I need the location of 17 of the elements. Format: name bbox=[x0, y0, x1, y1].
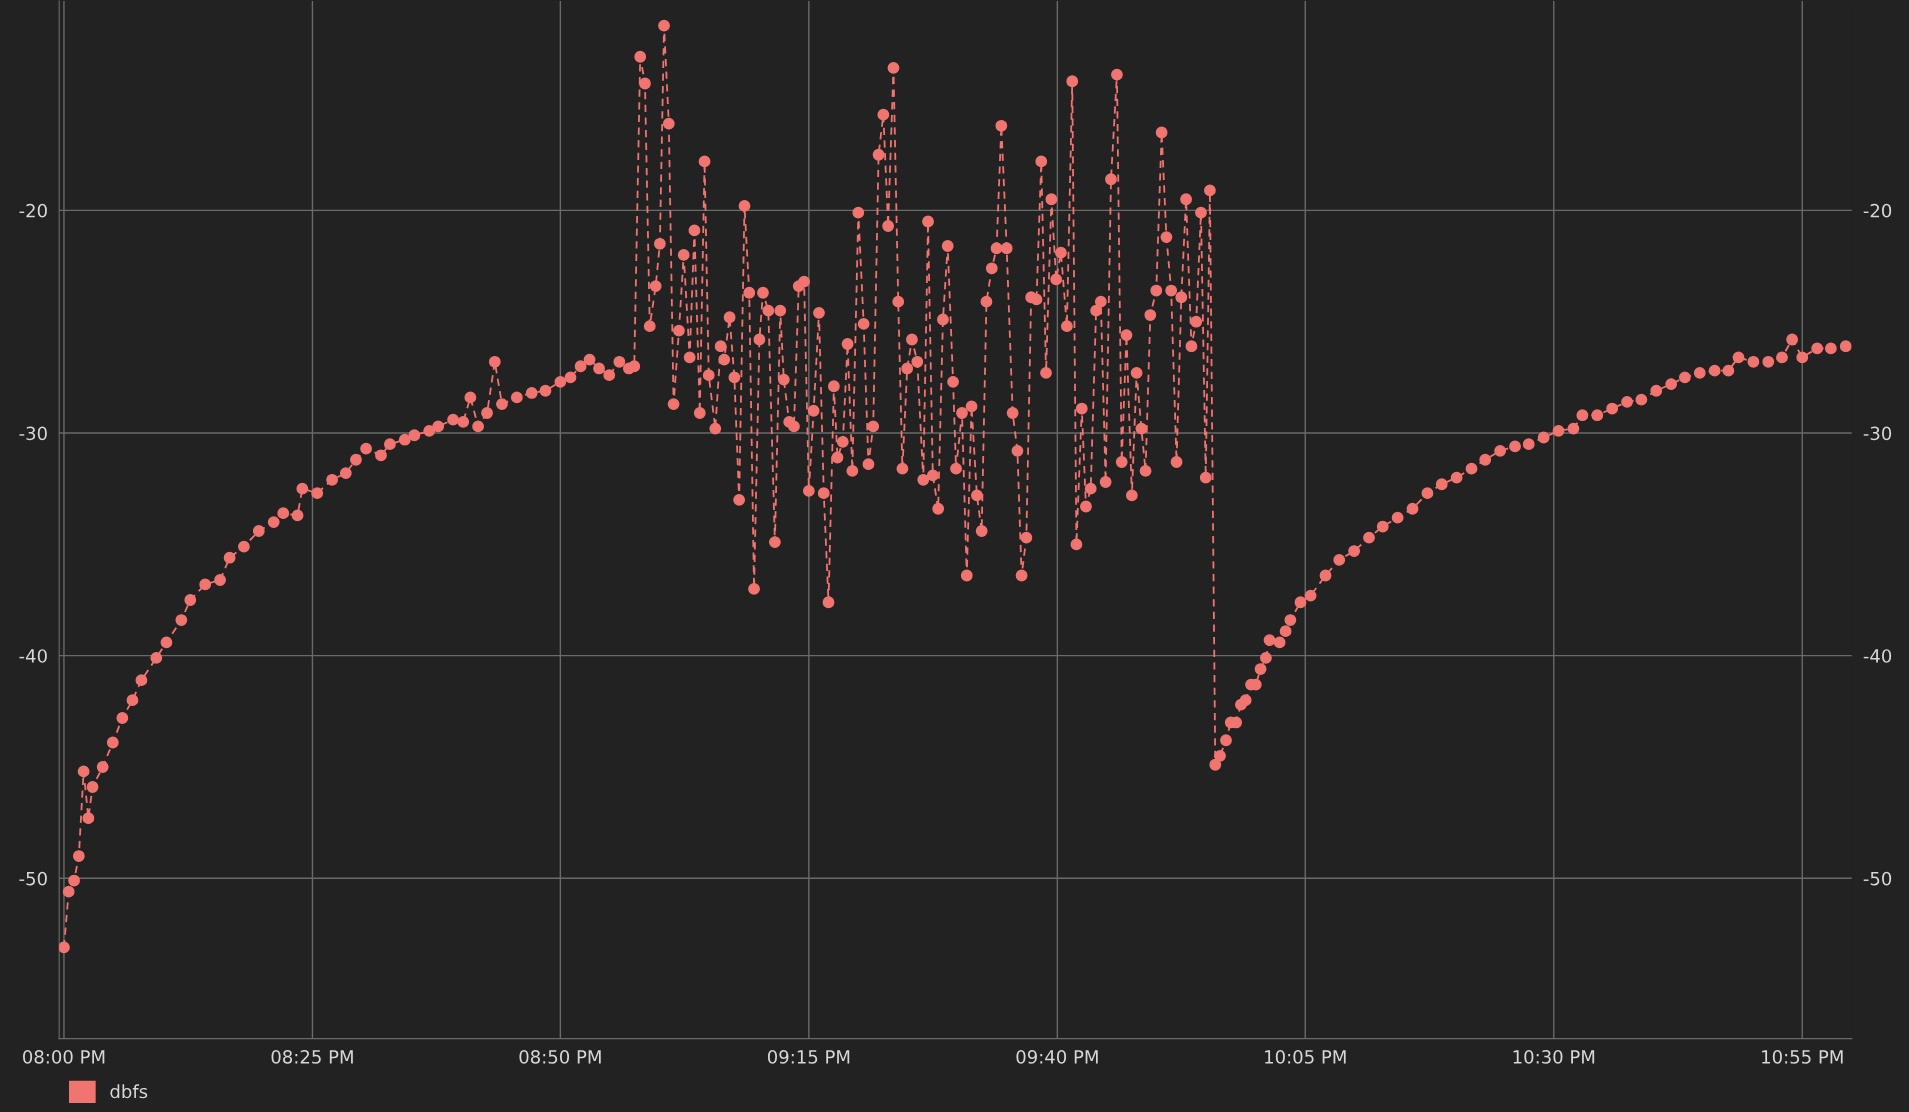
y2-tick-label: -40 bbox=[1863, 649, 1892, 663]
x-tick-label: 09:15 PM bbox=[767, 1050, 850, 1064]
legend-label: dbfs bbox=[110, 1084, 148, 1099]
x-tick-label: 10:30 PM bbox=[1513, 1050, 1595, 1064]
y2-tick-label: -30 bbox=[1863, 426, 1892, 441]
x-tick-label: 09:40 PM bbox=[1016, 1050, 1098, 1064]
x-tick-label: 08:50 PM bbox=[519, 1050, 601, 1064]
x-tick-label: 08:25 PM bbox=[271, 1050, 353, 1064]
x-tick-label: 10:05 PM bbox=[1265, 1050, 1346, 1064]
x-tick-label: 10:55 PM bbox=[1762, 1050, 1843, 1064]
y-tick-label: -40 bbox=[19, 649, 47, 663]
x-tick-label: 08:00 PM bbox=[23, 1050, 105, 1064]
y-tick-label: -50 bbox=[19, 871, 47, 886]
y-tick-label: -20 bbox=[19, 203, 47, 218]
y2-tick-label: -50 bbox=[1863, 871, 1892, 886]
y2-tick-label: -20 bbox=[1863, 203, 1892, 218]
y-tick-label: -30 bbox=[19, 426, 47, 441]
